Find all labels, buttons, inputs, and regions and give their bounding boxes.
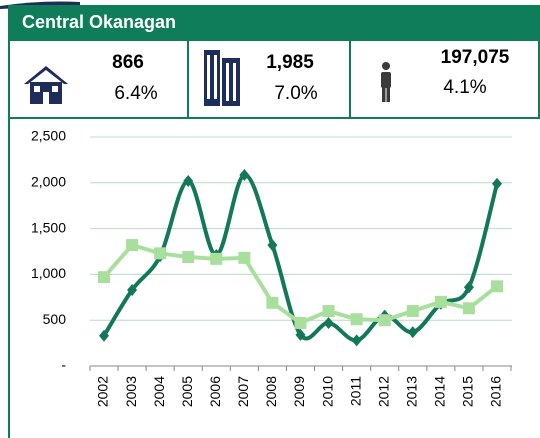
marker (99, 329, 109, 342)
marker (406, 305, 419, 318)
house-icon (24, 66, 68, 104)
x-tick-label: 2015 (460, 376, 476, 407)
y-tick-label: 2,000 (31, 174, 66, 190)
x-tick-label: 2005 (179, 376, 195, 407)
y-tick-label: 2,500 (31, 128, 66, 144)
x-tick-label: 2010 (319, 376, 335, 407)
stat-value: 866 (112, 52, 144, 73)
x-tick-label: 2003 (123, 376, 139, 407)
x-tick-label: 2002 (95, 376, 111, 407)
stat-change: 6.4% (114, 83, 157, 104)
marker (183, 174, 194, 187)
x-tick-label: 2009 (291, 376, 307, 407)
x-tick-label: 2007 (235, 376, 251, 407)
x-tick-label: 2012 (375, 376, 391, 407)
marker (127, 283, 138, 296)
marker (126, 239, 139, 252)
marker (463, 281, 474, 294)
stat-change: 7.0% (274, 83, 317, 104)
y-tick-label: - (61, 357, 66, 373)
marker (239, 169, 250, 182)
marker (238, 251, 251, 264)
stat-change: 4.1% (443, 77, 486, 98)
marker (267, 239, 278, 252)
marker (407, 326, 418, 339)
stat-value: 1,985 (266, 52, 314, 73)
marker (266, 296, 279, 309)
y-tick-label: 1,000 (31, 265, 66, 281)
marker (98, 271, 110, 284)
marker (294, 316, 307, 329)
stat-value: 197,075 (441, 47, 510, 68)
marker (295, 328, 306, 341)
header-bar (8, 5, 540, 40)
marker (210, 252, 223, 265)
x-tick-label: 2016 (488, 376, 504, 407)
person-icon (381, 62, 391, 102)
marker (323, 316, 334, 329)
marker (491, 280, 503, 293)
x-tick-label: 2006 (207, 376, 223, 407)
building-icon (204, 50, 240, 106)
marker (350, 313, 363, 326)
stats-box (8, 39, 540, 119)
plot: - 500 1,000 1,500 2,000 2,500 2002 2003 2004 2005… (31, 128, 512, 407)
y-tick-label: 500 (43, 311, 67, 327)
marker (462, 302, 475, 315)
x-tick-label: 2014 (432, 376, 448, 407)
marker (434, 295, 447, 308)
y-tick-label: 1,500 (31, 219, 66, 235)
header-title: Central Okanagan (22, 12, 176, 32)
x-tick-label: 2011 (347, 376, 363, 406)
marker (378, 314, 391, 327)
x-tick-label: 2008 (263, 376, 279, 407)
marker (492, 177, 502, 190)
x-tick-label: 2013 (403, 376, 419, 407)
marker (154, 247, 167, 260)
x-tick-label: 2004 (151, 376, 167, 407)
marker (182, 250, 195, 263)
marker (351, 334, 362, 347)
marker (322, 305, 335, 318)
